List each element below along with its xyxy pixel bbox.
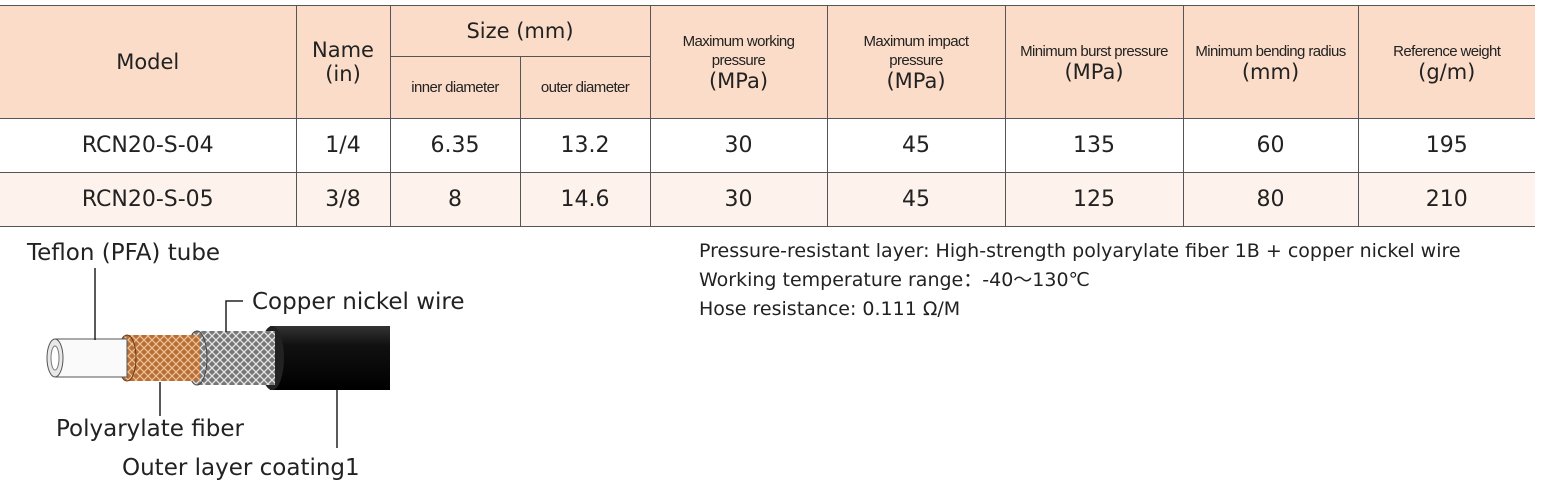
header-text: Reference weight — [1393, 42, 1501, 60]
header-text: inner diameter — [411, 79, 499, 96]
header-text: Minimum bending radius — [1195, 42, 1346, 60]
data-row: RCN20-S-04 1/4 6.35 13.2 30 45 135 60 195 — [0, 118, 1535, 173]
header-text: Model — [116, 50, 180, 74]
header-cell: Minimum burst pressure (MPa) — [1004, 5, 1184, 119]
note: Hose resistance: 0.111 Ω/M — [699, 298, 961, 320]
data-cell: 30 — [649, 118, 828, 173]
header-text: outer diameter — [540, 79, 630, 96]
header-cell: Model — [0, 5, 297, 119]
header-cell: Maximum impact pressure (MPa) — [826, 5, 1006, 119]
data-cell: 125 — [1004, 172, 1184, 227]
data-cell: 14.6 — [519, 172, 651, 227]
header-cell: outer diameter — [519, 56, 650, 119]
header-text: Minimum burst pressure — [1020, 42, 1168, 60]
data-row: RCN20-S-05 3/8 8 14.6 30 45 125 80 210 — [0, 172, 1535, 227]
data-cell: 3/8 — [295, 172, 391, 227]
data-cell: RCN20-S-05 — [0, 172, 297, 227]
note: Working temperature range：-40～130℃ — [699, 269, 1090, 291]
header-text: (in) — [325, 62, 361, 86]
hose-illustration — [46, 326, 390, 390]
data-cell: 6.35 — [389, 118, 521, 173]
data-cell: 8 — [389, 172, 521, 227]
data-cell: RCN20-S-04 — [0, 118, 297, 173]
header-row: inner diameter outer diameter — [0, 56, 1535, 119]
header-text: (MPa) — [1064, 59, 1124, 84]
data-cell: 13.2 — [519, 118, 651, 173]
data-cell: 135 — [1004, 118, 1184, 173]
data-cell: 45 — [826, 172, 1006, 227]
header-text: (MPa) — [886, 69, 946, 93]
data-cell: 195 — [1357, 118, 1535, 173]
header-row: Model Name (in) Size (mm) Maximum working… — [0, 5, 1535, 119]
spec-table: Model Name (in) Size (mm) Maximum working… — [0, 5, 1535, 227]
note: Pressure-resistant layer: High-strength … — [699, 240, 1461, 262]
label: Copper nickel wire — [252, 289, 465, 315]
data-cell: 45 — [826, 118, 1006, 173]
header-text: (mm) — [1241, 59, 1300, 84]
hose-diagram: Teflon (PFA) tube Copper nickel wire Pol… — [26, 240, 465, 481]
data-cell: 210 — [1357, 172, 1535, 227]
header-text: Size (mm) — [466, 19, 574, 43]
header-cell: Maximum working pressure (MPa) — [649, 5, 828, 119]
header-text: pressure — [889, 52, 943, 69]
label: Outer layer coating1 — [122, 455, 360, 481]
data-cell: 30 — [649, 172, 828, 227]
header-text: Maximum working — [682, 33, 795, 50]
header-text: pressure — [711, 52, 766, 69]
header-cell: Reference weight (g/m) — [1357, 5, 1535, 119]
label: Polyarylate fiber — [56, 416, 244, 442]
leader-lines — [94, 268, 338, 448]
label: Teflon (PFA) tube — [26, 240, 220, 266]
header-text: (MPa) — [708, 69, 769, 93]
data-cell: 80 — [1182, 172, 1359, 227]
header-cell: Name (in) — [295, 5, 391, 119]
header-cell: Minimum bending radius (mm) — [1182, 5, 1359, 119]
header-text: Name — [312, 38, 374, 62]
notes: Pressure-resistant layer: High-strength … — [699, 237, 1461, 324]
header-text: (g/m) — [1418, 59, 1476, 84]
header-cell: Size (mm) — [389, 5, 651, 57]
data-cell: 1/4 — [295, 118, 391, 173]
data-cell: 60 — [1182, 118, 1359, 173]
header-cell: inner diameter — [390, 56, 521, 119]
header-text: Maximum impact — [863, 33, 970, 50]
